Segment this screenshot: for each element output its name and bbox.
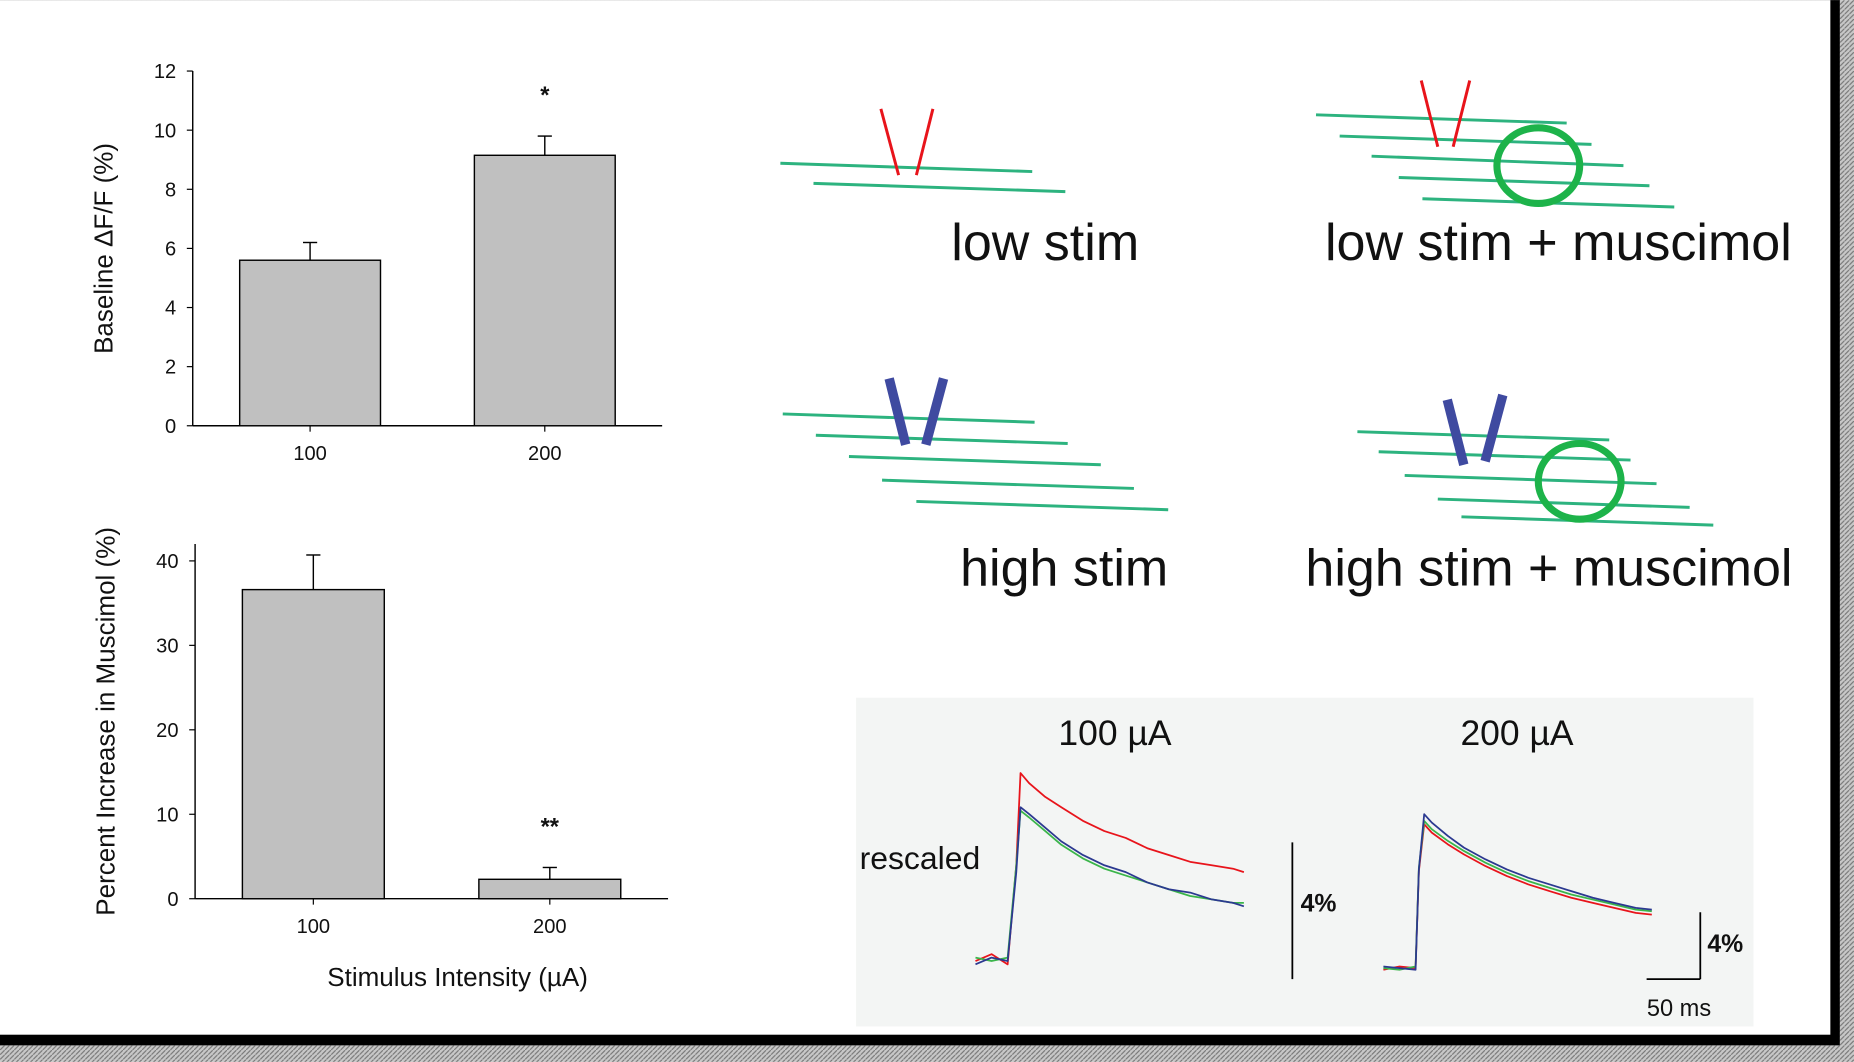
electrode-high-muscimol (1442, 393, 1508, 466)
x-axis-label: Stimulus Intensity (µA) (327, 962, 588, 992)
y-axis-label: Percent Increase in Muscimol (%) (91, 527, 121, 916)
y-tick-label: 20 (156, 720, 178, 742)
trace-title: 100 µA (1058, 713, 1171, 753)
muscimol-spot (1493, 124, 1584, 208)
y-tick-label: 40 (156, 551, 178, 573)
electrode-high (884, 377, 949, 446)
electrode-low (879, 108, 935, 176)
x-tick-label: 200 (528, 443, 562, 465)
fibers-high (782, 412, 1169, 512)
traces-background (856, 697, 1754, 1027)
trace-annotation: rescaled (860, 840, 981, 876)
y-tick-label: 4 (165, 298, 176, 320)
scale-bar-label: 4% (1707, 931, 1743, 958)
trace (1383, 813, 1652, 971)
y-axis-label: Baseline ΔF/F (%) (88, 143, 118, 354)
diagram-label: low stim (951, 214, 1139, 272)
bar (478, 878, 622, 900)
y-tick-label: 30 (156, 635, 178, 657)
fibers-low (780, 161, 1066, 194)
x-tick-label: 200 (533, 916, 567, 938)
significance-mark: * (540, 83, 550, 109)
y-tick-label: 10 (154, 120, 176, 142)
y-tick-label: 0 (167, 889, 178, 911)
diagram-label: low stim + muscimol (1325, 214, 1792, 272)
trace-title: 200 µA (1460, 713, 1573, 753)
diagram-label: high stim (960, 539, 1168, 597)
bar (473, 154, 616, 427)
significance-mark: ** (541, 814, 560, 840)
y-tick-label: 0 (165, 416, 176, 438)
y-tick-label: 10 (156, 804, 178, 826)
electrode-low-muscimol (1419, 80, 1472, 148)
muscimol-spot (1534, 439, 1625, 523)
scale-bar-label: 4% (1301, 891, 1337, 918)
scale-bar-label: 50 ms (1647, 996, 1711, 1022)
bar (241, 588, 385, 900)
trace (975, 806, 1245, 966)
diagram-label: high stim + muscimol (1305, 539, 1792, 597)
y-tick-label: 6 (165, 239, 176, 261)
x-tick-label: 100 (293, 443, 327, 465)
x-tick-label: 100 (297, 916, 331, 938)
y-tick-label: 8 (165, 179, 176, 201)
y-tick-label: 2 (165, 357, 176, 379)
y-tick-label: 12 (154, 61, 176, 83)
bar (238, 259, 382, 427)
